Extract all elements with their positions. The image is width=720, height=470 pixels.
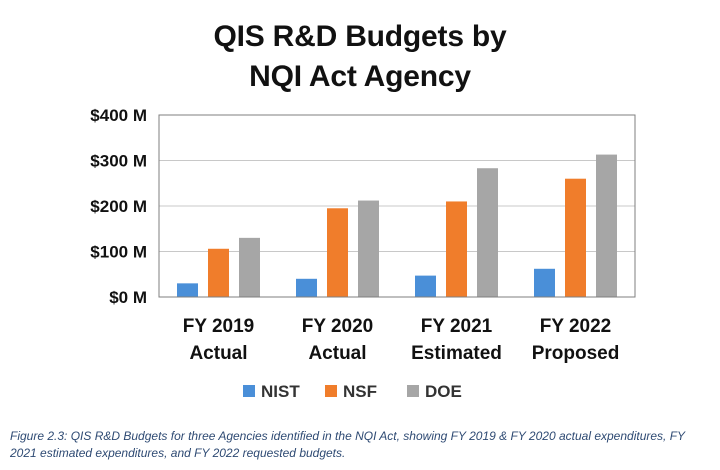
chart-title-line-1: QIS R&D Budgets by [213, 20, 507, 53]
bar-nist [177, 283, 198, 297]
bar-doe [477, 168, 498, 297]
x-tick-label: FY 2020 [302, 316, 373, 337]
bar-doe [358, 200, 379, 297]
bar-nsf [327, 208, 348, 297]
legend-label-nsf: NSF [343, 382, 377, 401]
x-axis-ticks: FY 2019 Actual FY 2020 Actual FY 2021 Estimat… [183, 316, 620, 364]
x-tick-label: FY 2019 [183, 316, 254, 337]
y-tick-label: $300 M [90, 152, 147, 171]
bar-nist [534, 268, 555, 297]
bar-nist [415, 275, 436, 297]
legend: NIST NSF DOE [243, 382, 462, 401]
y-tick-label: $400 M [90, 106, 147, 125]
x-tick-label: Actual [308, 343, 366, 364]
legend-swatch-nsf [325, 385, 337, 397]
y-tick-label: $0 M [109, 288, 147, 307]
bar-nsf [446, 201, 467, 297]
legend-label-doe: DOE [425, 382, 462, 401]
x-tick-label: FY 2021 [421, 316, 493, 337]
y-tick-label: $200 M [90, 197, 147, 216]
bar-doe [239, 237, 260, 297]
gridlines [159, 160, 635, 252]
bar-nsf [208, 248, 229, 297]
legend-swatch-doe [407, 385, 419, 397]
plot-frame [158, 114, 636, 298]
figure-caption: Figure 2.3: QIS R&D Budgets for three Ag… [10, 429, 685, 460]
bars [177, 154, 617, 297]
bar-doe [596, 154, 617, 297]
legend-label-nist: NIST [261, 382, 300, 401]
y-tick-label: $100 M [90, 243, 147, 262]
bar-chart: $0 M $100 M $200 M $300 M $400 M FY 2019 Actu… [90, 106, 636, 401]
y-axis-ticks: $0 M $100 M $200 M $300 M $400 M [90, 106, 147, 307]
chart-title-line-2: NQI Act Agency [249, 60, 471, 93]
x-tick-label: Proposed [532, 343, 620, 364]
bar-nsf [565, 178, 586, 297]
x-tick-label: Actual [189, 343, 247, 364]
legend-swatch-nist [243, 385, 255, 397]
x-tick-label: Estimated [411, 343, 502, 364]
x-tick-label: FY 2022 [540, 316, 611, 337]
bar-nist [296, 278, 317, 297]
